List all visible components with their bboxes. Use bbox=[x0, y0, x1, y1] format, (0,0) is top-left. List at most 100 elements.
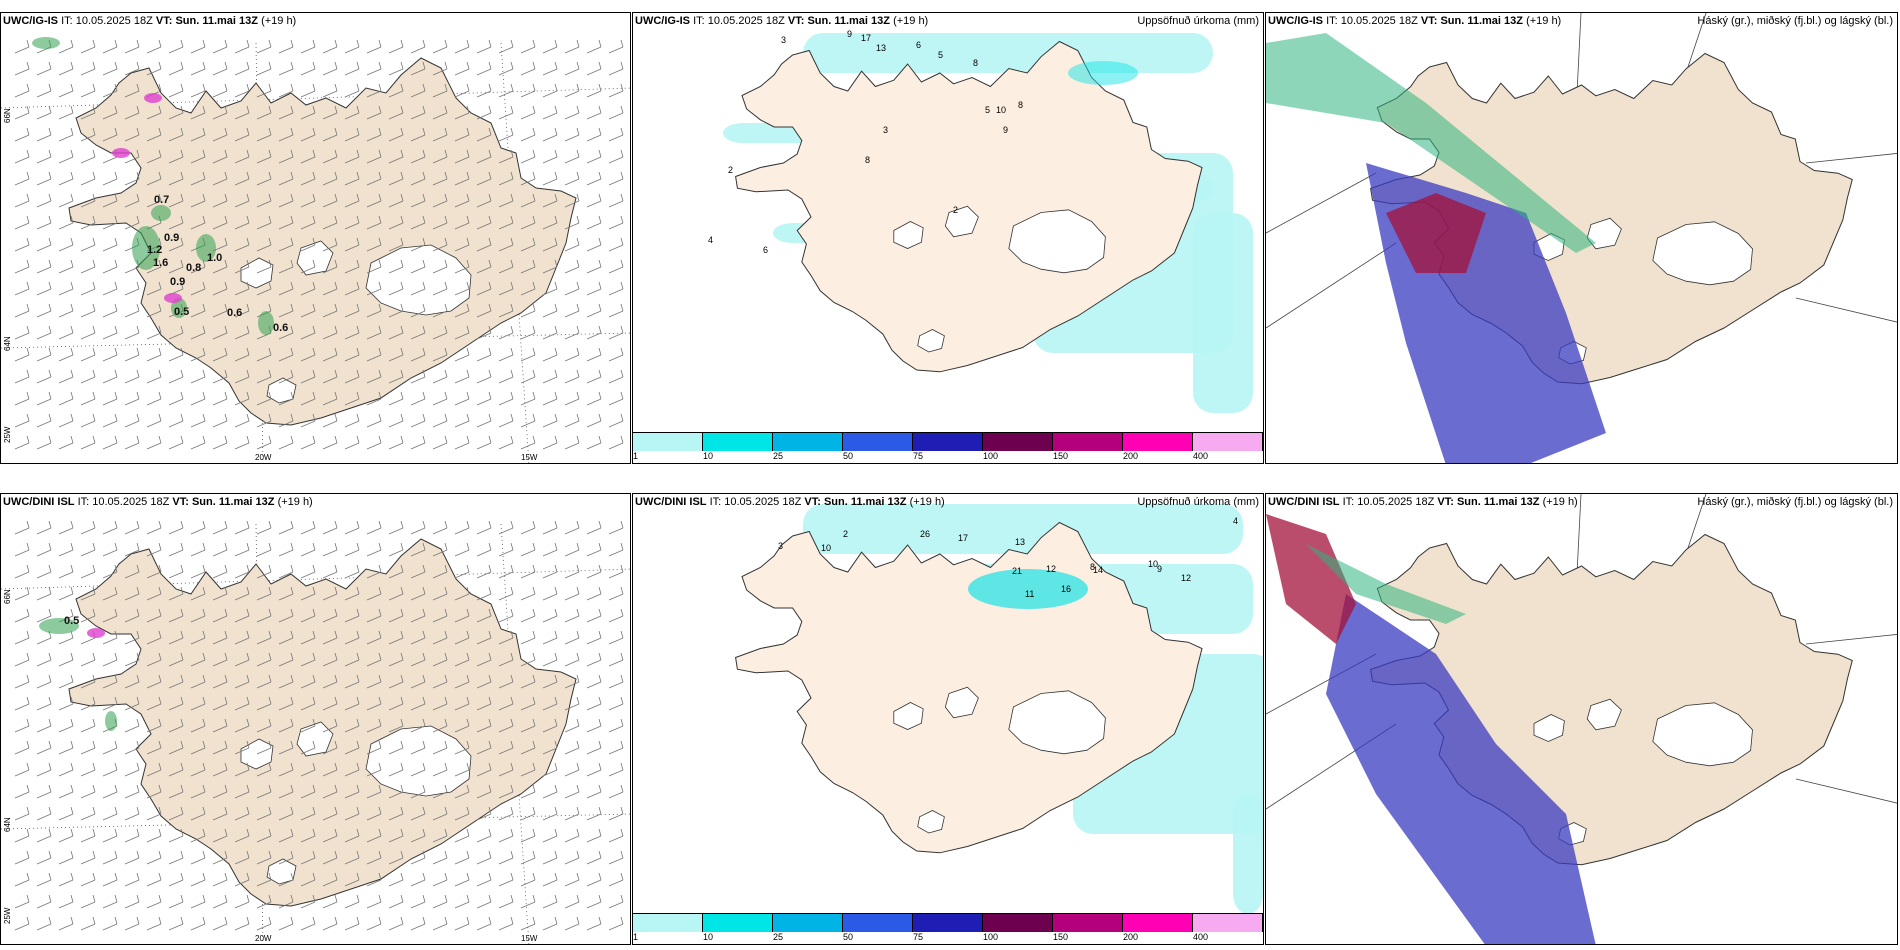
colorbar-tick-label: 50 bbox=[843, 451, 854, 461]
wind-barb-flag bbox=[444, 259, 448, 268]
wind-barb-flag bbox=[422, 259, 426, 268]
wind-barb-flag bbox=[488, 391, 492, 400]
wind-barb bbox=[564, 857, 580, 865]
wind-barb-flag bbox=[400, 674, 404, 683]
wind-barb bbox=[14, 398, 30, 406]
wind-barb bbox=[410, 791, 426, 799]
wind-barb bbox=[520, 376, 536, 384]
wind-barb bbox=[168, 332, 184, 340]
wind-barb-flag bbox=[400, 149, 404, 158]
wind-barb bbox=[520, 68, 536, 76]
wind-barb-flag bbox=[180, 806, 184, 815]
wind-barb bbox=[212, 68, 228, 76]
wind-barb-flag bbox=[400, 630, 404, 639]
wind-barb bbox=[256, 178, 272, 186]
wind-barb bbox=[476, 681, 492, 689]
wind-barb bbox=[454, 549, 470, 557]
wind-barb bbox=[476, 200, 492, 208]
wind-barb-flag bbox=[246, 784, 250, 793]
wind-barb-flag bbox=[334, 652, 338, 661]
wind-barb bbox=[300, 769, 316, 777]
wind-barb bbox=[14, 659, 30, 667]
wind-barb-flag bbox=[312, 347, 316, 356]
wind-barb bbox=[256, 442, 272, 450]
wind-barb-flag bbox=[114, 391, 118, 400]
wind-barb-flag bbox=[356, 215, 360, 224]
wind-barb-flag bbox=[26, 281, 30, 290]
wind-barb-flag bbox=[378, 520, 382, 529]
wind-barb-flag bbox=[180, 586, 184, 595]
wind-barb-flag bbox=[598, 718, 602, 727]
wind-barb bbox=[476, 593, 492, 601]
wind-barb-flag bbox=[356, 652, 360, 661]
wind-barb-flag bbox=[510, 630, 514, 639]
wind-barb-flag bbox=[114, 127, 118, 136]
wind-barb bbox=[102, 244, 118, 252]
wind-barb-flag bbox=[290, 894, 294, 903]
wind-barb-flag bbox=[532, 83, 536, 92]
wind-barb-flag bbox=[70, 850, 74, 859]
colorbar-swatch bbox=[983, 433, 1053, 451]
wind-barb-flag bbox=[488, 325, 492, 334]
wind-barb bbox=[300, 244, 316, 252]
precip-value-label: 26 bbox=[920, 529, 930, 539]
wind-barb-flag bbox=[334, 916, 338, 925]
wind-barb bbox=[344, 549, 360, 557]
wind-barb-flag bbox=[48, 105, 52, 114]
panel-header: UWC/DINI ISL IT: 10.05.2025 18Z VT: Sun.… bbox=[635, 496, 945, 508]
wind-barb-flag bbox=[180, 193, 184, 202]
glacier-0 bbox=[1008, 690, 1106, 755]
wind-barb-flag bbox=[92, 696, 96, 705]
wind-barb-flag bbox=[598, 872, 602, 881]
wind-barb-flag bbox=[92, 850, 96, 859]
precip-value-label: 3 bbox=[778, 541, 783, 551]
wind-barb-flag bbox=[334, 369, 338, 378]
wind-barb-flag bbox=[290, 391, 294, 400]
wind-barb bbox=[168, 747, 184, 755]
wind-barb bbox=[476, 266, 492, 274]
wind-barb-flag bbox=[532, 608, 536, 617]
wind-barb bbox=[586, 923, 602, 931]
wind-barb bbox=[80, 725, 96, 733]
wind-barb bbox=[608, 549, 624, 557]
wind-barb-flag bbox=[158, 127, 162, 136]
wind-barb bbox=[498, 747, 514, 755]
wind-barb-flag bbox=[158, 850, 162, 859]
wind-barb-flag bbox=[224, 325, 228, 334]
wind-barb bbox=[212, 266, 228, 274]
wind-barb bbox=[344, 835, 360, 843]
mid-cloud bbox=[1386, 193, 1486, 273]
wind-barb bbox=[36, 813, 52, 821]
wind-barb bbox=[14, 266, 30, 274]
wind-barb bbox=[608, 857, 624, 865]
wind-barb-flag bbox=[26, 828, 30, 837]
wind-barb bbox=[388, 901, 404, 909]
wind-barb-flag bbox=[400, 894, 404, 903]
wind-barb-flag bbox=[26, 696, 30, 705]
wind-barb-flag bbox=[114, 740, 118, 749]
wind-barb-flag bbox=[224, 237, 228, 246]
wind-barb-flag bbox=[224, 828, 228, 837]
lon-label-15: 15W bbox=[521, 934, 538, 943]
wind-barb-flag bbox=[510, 894, 514, 903]
wind-barb-flag bbox=[532, 586, 536, 595]
wind-barb-flag bbox=[334, 630, 338, 639]
wind-barb-flag bbox=[92, 784, 96, 793]
precip-title: Uppsöfnuð úrkoma (mm) bbox=[1137, 496, 1259, 508]
wind-barb bbox=[190, 442, 206, 450]
wind-barb-flag bbox=[554, 652, 558, 661]
wind-barb bbox=[124, 725, 140, 733]
wind-barb-flag bbox=[466, 369, 470, 378]
wind-barb bbox=[498, 615, 514, 623]
wind-barb bbox=[498, 923, 514, 931]
wind-barb-flag bbox=[158, 105, 162, 114]
wind-barb bbox=[322, 376, 338, 384]
wind-barb-flag bbox=[444, 39, 448, 48]
wind-barb bbox=[80, 420, 96, 428]
wind-barb-flag bbox=[620, 237, 624, 246]
wind-barb-flag bbox=[444, 127, 448, 136]
wind-barb bbox=[212, 90, 228, 98]
wind-barb-flag bbox=[224, 303, 228, 312]
wind-barb-flag bbox=[268, 347, 272, 356]
wind-barb bbox=[586, 156, 602, 164]
